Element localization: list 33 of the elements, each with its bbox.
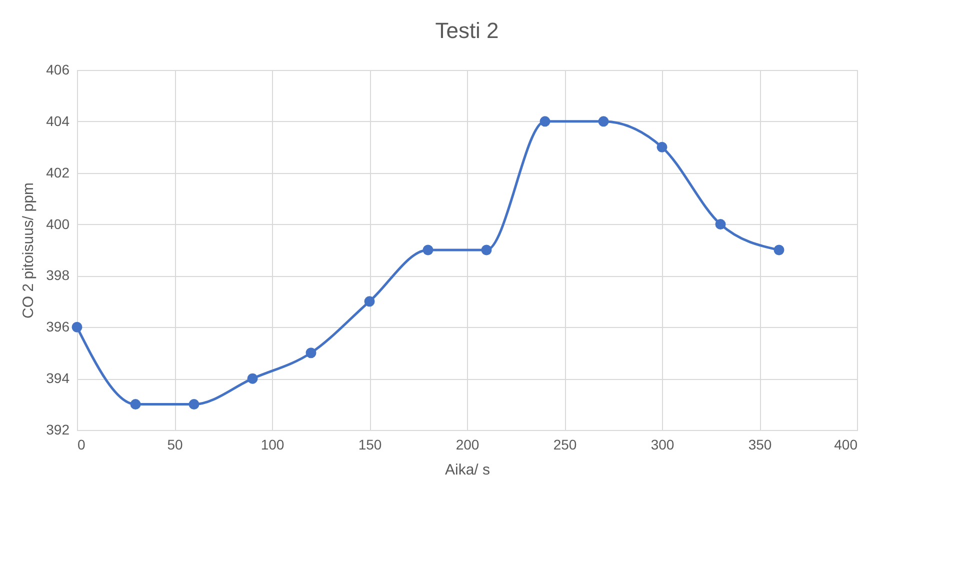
y-axis-title: CO 2 pitoisuus/ ppm [20, 182, 38, 318]
x-tick-label: 150 [358, 436, 382, 452]
x-axis-title: Aika/ s [444, 462, 490, 478]
point [481, 244, 492, 256]
point [306, 348, 316, 358]
point [656, 142, 668, 152]
y-tick-label: 396 [46, 318, 70, 335]
chart-title: Testi 2 [435, 18, 499, 43]
point [72, 322, 82, 332]
x-tick-label: 300 [650, 436, 674, 452]
x-tick-label: 400 [834, 436, 858, 452]
point [774, 244, 784, 256]
x-tick-label: 100 [260, 436, 284, 452]
x-tick-label: 200 [456, 436, 480, 452]
x-tick-label: 50 [167, 436, 183, 452]
x-tick-label: 350 [748, 436, 772, 452]
point [598, 116, 609, 127]
point [188, 399, 200, 410]
y-tick-label: 406 [46, 62, 70, 78]
y-tick-label: 402 [46, 164, 70, 180]
point [130, 399, 141, 410]
point [422, 244, 434, 256]
y-tick-label: 394 [46, 370, 70, 386]
y-tick-label: 398 [46, 267, 70, 284]
point [247, 373, 258, 384]
x-tick-label: 0 [78, 436, 86, 452]
point [540, 116, 550, 127]
y-tick-label: 400 [46, 216, 70, 232]
y-tick-label: 392 [46, 422, 70, 438]
x-tick-label: 250 [553, 436, 577, 452]
point [715, 219, 726, 230]
point [364, 296, 375, 307]
y-tick-label: 404 [46, 112, 70, 129]
